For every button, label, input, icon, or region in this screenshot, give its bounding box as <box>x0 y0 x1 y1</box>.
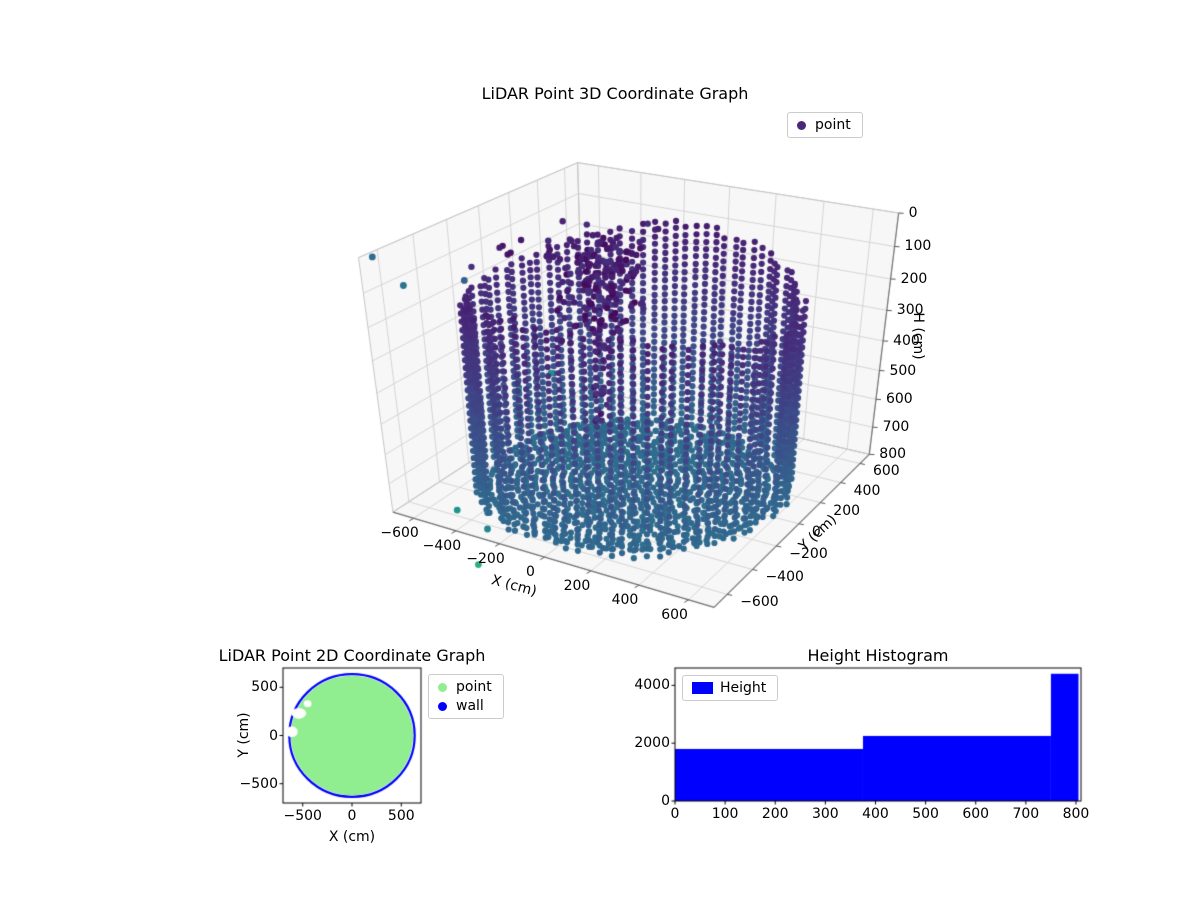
height-swatch-icon <box>692 682 713 694</box>
legend-label-point: point <box>815 117 851 133</box>
legend-label-wall: wall <box>456 698 484 714</box>
plot2d-x-axis-label: X (cm) <box>328 829 376 845</box>
legend-label-height: Height <box>720 680 767 696</box>
plot3d-title: LiDAR Point 3D Coordinate Graph <box>481 84 749 103</box>
point-marker-icon <box>438 682 447 692</box>
plot2d-title: LiDAR Point 2D Coordinate Graph <box>218 646 486 665</box>
point-marker-icon <box>797 120 806 130</box>
legend-label-point: point <box>456 679 492 695</box>
legend-item-wall: wall <box>438 699 492 713</box>
plot3d-h-axis-label: H (cm) <box>910 312 926 360</box>
legend-item-point: point <box>438 680 492 694</box>
plot2d-y-axis-label: Y (cm) <box>236 712 252 758</box>
legend-item-point: point <box>797 118 851 132</box>
plot3d-legend: point <box>787 112 863 138</box>
wall-marker-icon <box>438 701 447 711</box>
histogram-title: Height Histogram <box>807 646 949 665</box>
plot2d-legend: point wall <box>428 674 504 719</box>
histogram-legend: Height <box>682 675 779 701</box>
legend-item-height: Height <box>692 681 766 695</box>
